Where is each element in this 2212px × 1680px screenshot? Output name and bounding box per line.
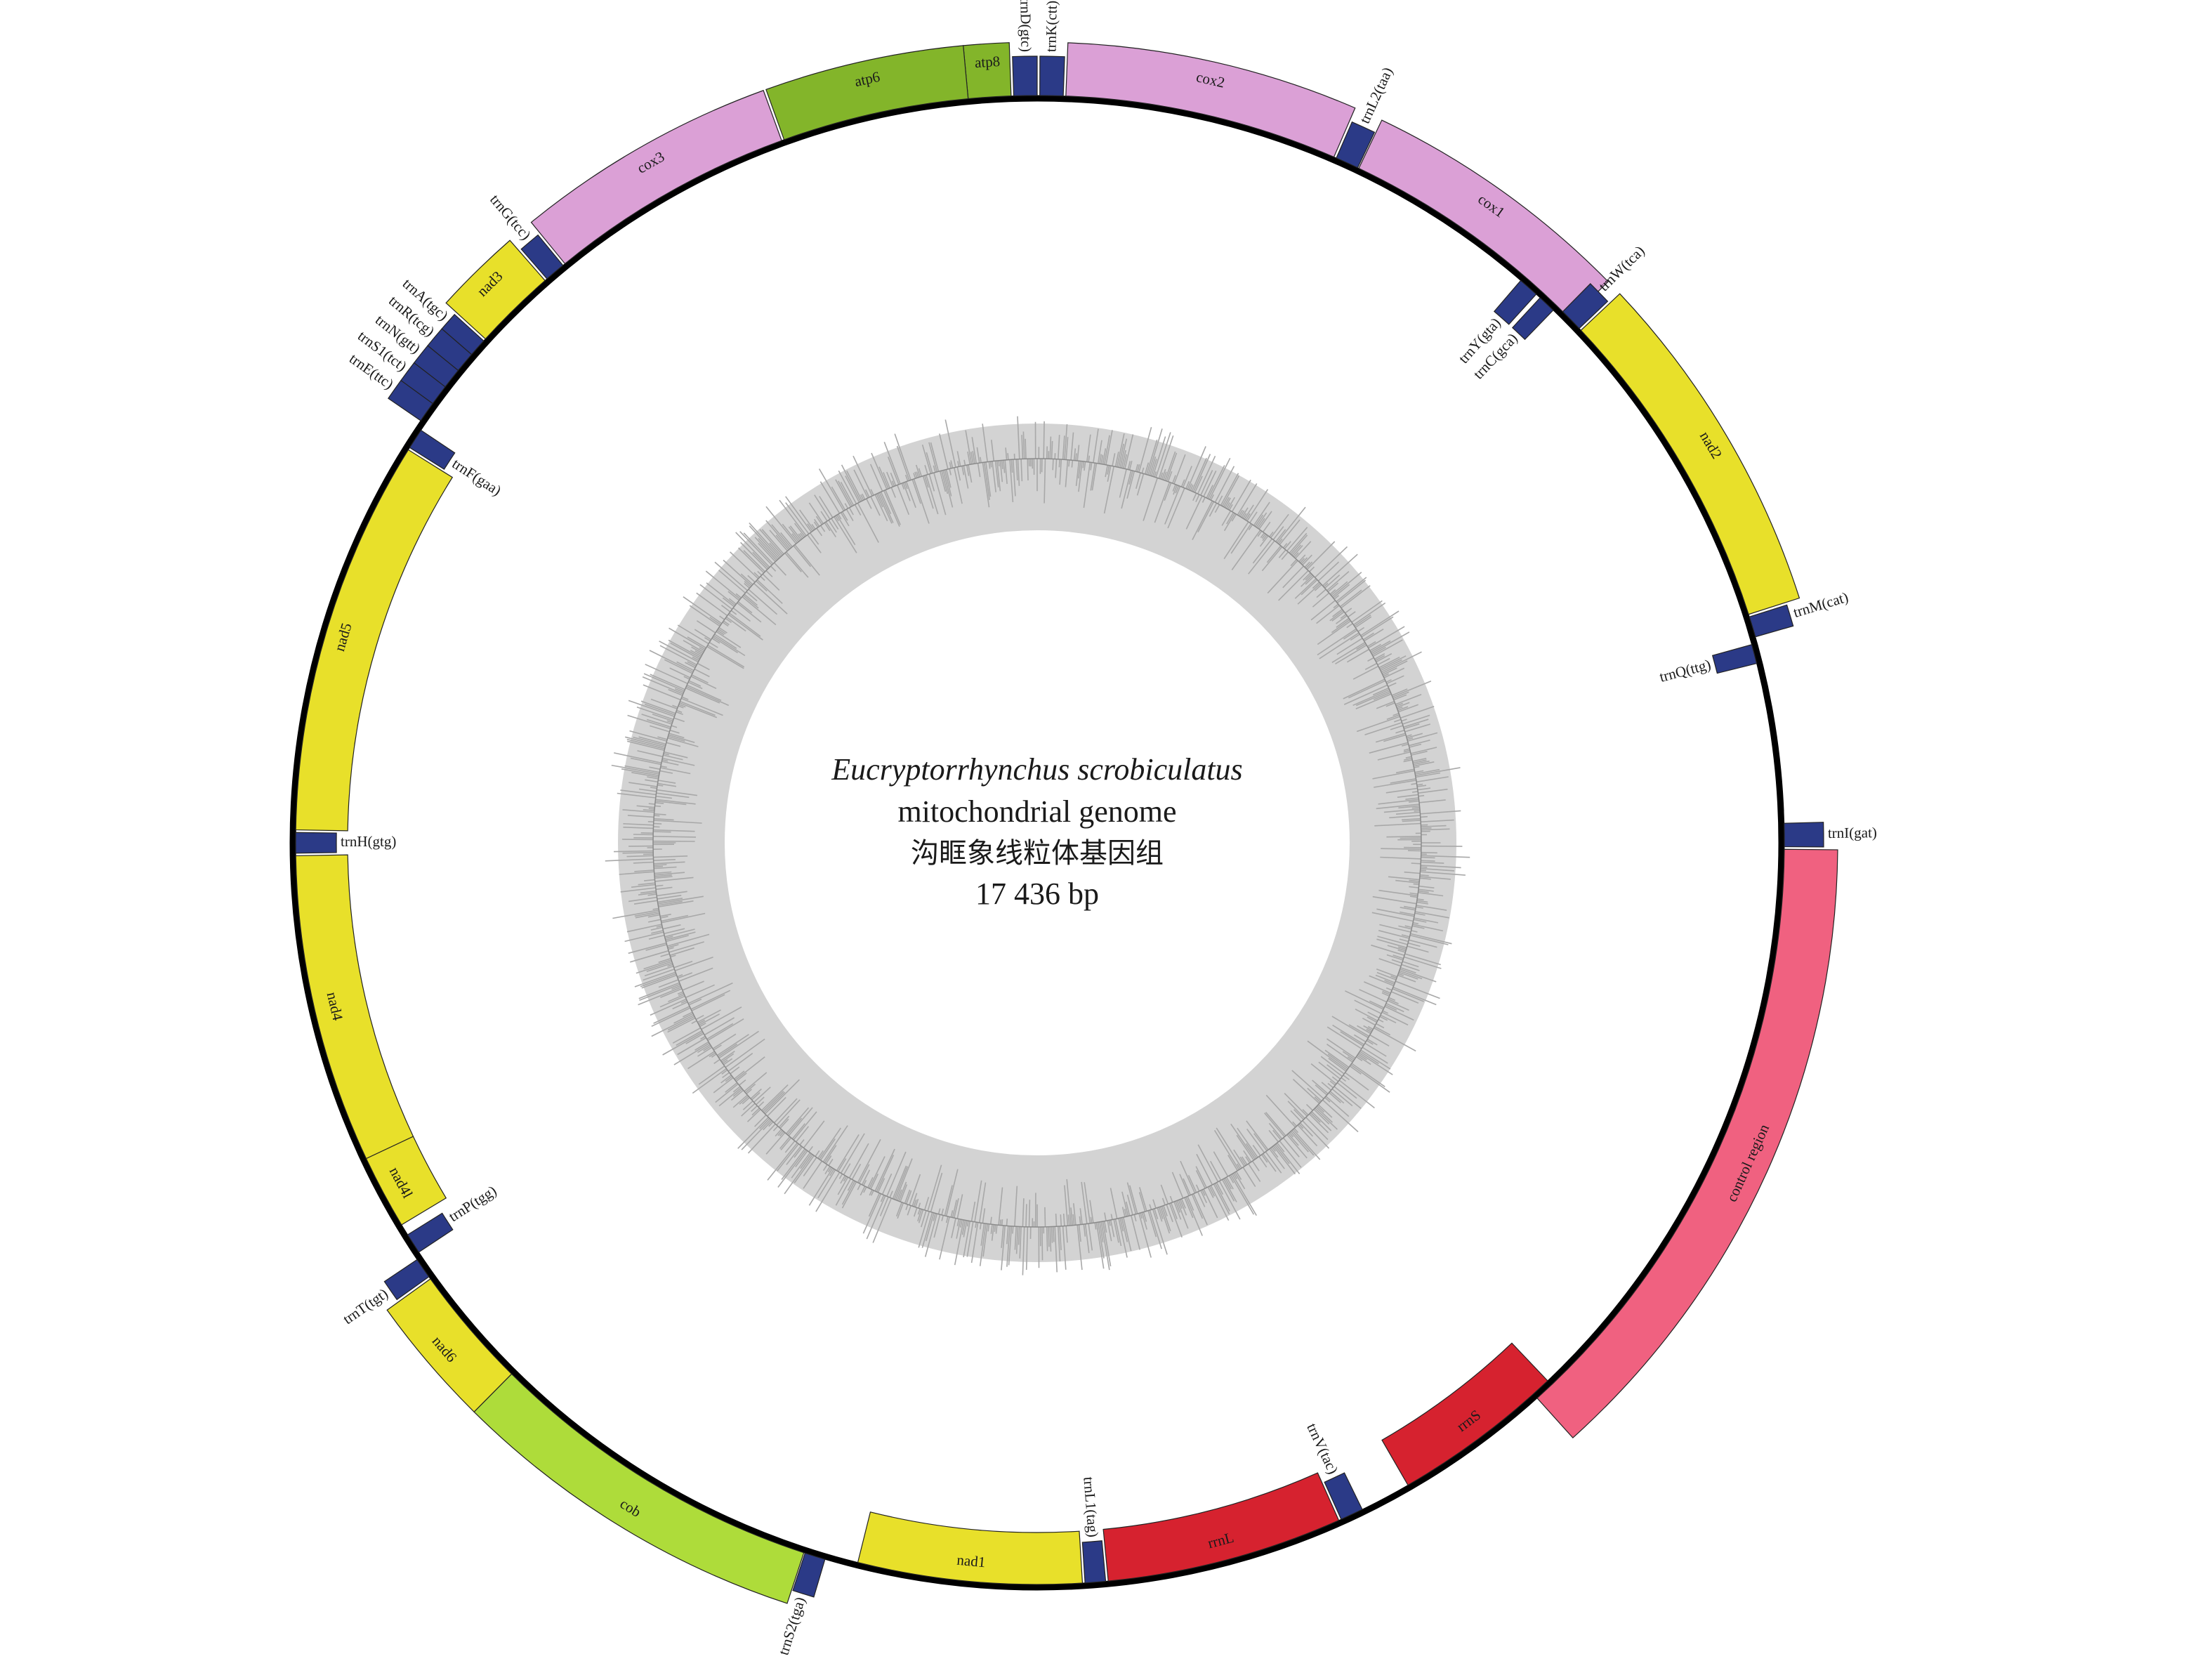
gene-trnl2-taa — [1336, 121, 1376, 169]
gene-trnr-tcg — [427, 328, 473, 372]
gene-trnq-ttg — [1711, 644, 1758, 674]
gene-trnl1-tag — [1081, 1540, 1107, 1584]
gene-label-trnk-ctt: trnK(ctt) — [1042, 0, 1060, 52]
species-name: Eucryptorrhynchus scrobiculatus — [831, 752, 1242, 787]
gene-label-trnp-tgg: trnP(tgg) — [446, 1182, 500, 1225]
gene-cox3 — [530, 89, 782, 265]
gene-trne-ttc — [388, 379, 434, 421]
gene-nad1 — [857, 1511, 1084, 1585]
gc-content-ring — [605, 416, 1470, 1275]
genome-length: 17 436 bp — [975, 877, 1099, 911]
genome-backbone-circle — [289, 95, 1785, 1591]
gene-atp8 — [963, 42, 1012, 100]
gene-label-trnl2-taa: trnL2(taa) — [1356, 65, 1396, 126]
gc-baseline — [652, 458, 1422, 1228]
gene-trnv-tac — [1324, 1472, 1363, 1520]
gc-skew-bars — [605, 416, 1470, 1275]
gene-rrns — [1381, 1342, 1548, 1486]
gene-atp6 — [765, 45, 969, 140]
gene-trnp-tgg — [407, 1212, 454, 1253]
gene-label-trng-tcc: trnG(tcc) — [487, 191, 534, 243]
gene-label-trnh-gtg: trnH(gtg) — [341, 833, 396, 850]
gene-trnd-gtc — [1012, 55, 1038, 97]
gene-label-trns2-tga: trnS2(tga) — [775, 1595, 808, 1657]
gene-trnk-ctt — [1039, 55, 1065, 97]
gene-features — [295, 42, 1838, 1604]
gene-label-nad1: nad1 — [956, 1551, 987, 1571]
gene-label-trnm-cat: trnM(cat) — [1791, 589, 1850, 621]
gene-label-trni-gat: trnI(gat) — [1828, 824, 1877, 841]
gene-trnw-tca — [1562, 283, 1609, 329]
gene-trnm-cat — [1749, 604, 1794, 638]
gene-label-trnf-gaa: trnF(gaa) — [449, 455, 505, 499]
gene-trnn-gtt — [413, 345, 459, 388]
gene-trns2-tga — [792, 1552, 826, 1598]
gene-trns1-tct — [400, 362, 446, 405]
gene-trng-tcc — [520, 234, 564, 280]
gene-label-trnd-gtc: trnD(gtc) — [1017, 0, 1034, 52]
gene-cob — [473, 1373, 805, 1604]
gene-trnt-tgt — [383, 1259, 430, 1301]
gene-nad5 — [295, 449, 454, 832]
gene-label-trnt-tgt: trnT(tgt) — [340, 1285, 391, 1327]
gene-nad3 — [445, 239, 546, 340]
gene-label-trnv-tac: trnV(tac) — [1303, 1421, 1341, 1477]
gene-trnf-gaa — [409, 429, 456, 471]
gene-rrnl — [1102, 1472, 1340, 1582]
genome-type: mitochondrial genome — [897, 794, 1176, 829]
chinese-title: 沟眶象线粒体基因组 — [911, 837, 1164, 869]
gene-cox1 — [1358, 119, 1609, 320]
gene-nad2 — [1580, 293, 1800, 615]
center-title: Eucryptorrhynchus scrobiculatus mitochon… — [831, 752, 1242, 911]
gene-cox2 — [1065, 42, 1356, 158]
gene-label-atp8: atp8 — [974, 53, 1001, 71]
gene-nad4l — [365, 1136, 447, 1226]
gene-trny-gta — [1493, 280, 1537, 325]
gene-nad6 — [386, 1278, 513, 1413]
gene-trna-tgc — [441, 313, 485, 355]
gene-nad4 — [295, 854, 414, 1160]
gene-trni-gat — [1784, 822, 1824, 848]
gene-label-trnw-tca: trnW(tca) — [1595, 242, 1648, 294]
gene-label-trnq-ttg: trnQ(ttg) — [1657, 656, 1712, 685]
gene-control-region — [1536, 848, 1838, 1439]
gene-trnh-gtg — [295, 832, 337, 854]
gene-label-trnl1-tag: trnL1(tag) — [1080, 1476, 1102, 1538]
gene-trnc-gca — [1511, 297, 1554, 341]
